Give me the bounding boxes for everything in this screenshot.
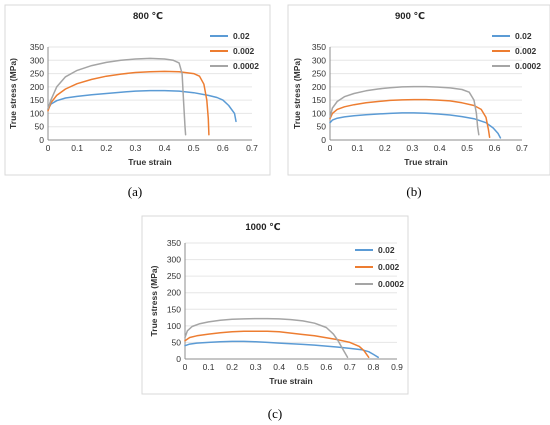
legend-label: 0.02 (233, 31, 250, 41)
y-tick-label: 0 (321, 135, 326, 145)
series-line-0_0002 (47, 57, 187, 136)
x-tick-label: 0.7 (516, 143, 528, 153)
legend-label: 0.0002 (233, 61, 259, 71)
x-tick-label: 0.8 (368, 362, 380, 372)
legend-label: 0.002 (233, 46, 255, 56)
chart-title: 1000 ℃ (245, 222, 280, 233)
x-tick-label: 0.4 (159, 143, 171, 153)
x-tick-label: 0.6 (217, 143, 229, 153)
y-tick-label: 250 (30, 69, 44, 79)
y-tick-label: 200 (30, 82, 44, 92)
x-axis-title: True strain (128, 157, 171, 167)
x-tick-label: 0.3 (130, 143, 142, 153)
series-line-0_002 (184, 330, 370, 359)
y-tick-label: 350 (167, 238, 181, 248)
y-tick-label: 100 (167, 321, 181, 331)
panel-caption: (b) (406, 184, 421, 199)
x-axis-title: True strain (404, 157, 447, 167)
series-line-0_02 (329, 112, 502, 139)
x-tick-label: 0.6 (320, 362, 332, 372)
x-tick-label: 0.2 (379, 143, 391, 153)
y-axis-title: True stress (MPa) (149, 265, 159, 336)
legend-label: 0.0002 (515, 61, 541, 71)
x-tick-label: 0.1 (71, 143, 83, 153)
x-tick-label: 0.7 (344, 362, 356, 372)
chart-panel-1: 0 50 100 150 200 250 300 350 0 0.1 0.2 0.3 0.4 0.5 0.6… (4, 4, 271, 199)
legend-label: 0.002 (515, 46, 537, 56)
x-tick-label: 0 (183, 362, 188, 372)
y-tick-label: 350 (30, 42, 44, 52)
x-tick-label: 0.5 (188, 143, 200, 153)
y-tick-label: 350 (312, 42, 326, 52)
y-tick-label: 0 (176, 354, 181, 364)
y-tick-label: 150 (30, 95, 44, 105)
y-tick-label: 250 (167, 271, 181, 281)
y-tick-label: 150 (167, 304, 181, 314)
y-tick-label: 300 (167, 255, 181, 265)
x-tick-label: 0.5 (297, 362, 309, 372)
series-line-0_02 (47, 89, 237, 123)
y-tick-label: 50 (317, 122, 327, 132)
x-tick-label: 0.1 (352, 143, 364, 153)
x-tick-label: 0.4 (273, 362, 285, 372)
panel-caption: (c) (268, 406, 282, 421)
chart-panel-2: 0 50 100 150 200 250 300 350 0 0.1 0.2 0.3 0.4 0.5 0.6… (287, 4, 550, 199)
x-tick-label: 0.3 (406, 143, 418, 153)
y-axis-title: True stress (MPa) (8, 58, 18, 129)
x-tick-label: 0.2 (226, 362, 238, 372)
x-tick-label: 0.2 (100, 143, 112, 153)
series-line-0_0002 (184, 317, 349, 359)
y-tick-label: 50 (35, 122, 45, 132)
panel-caption: (a) (128, 184, 142, 199)
y-tick-label: 200 (167, 288, 181, 298)
x-tick-label: 0.5 (461, 143, 473, 153)
y-tick-label: 50 (172, 337, 182, 347)
y-tick-label: 250 (312, 69, 326, 79)
x-tick-label: 0.6 (489, 143, 501, 153)
series-line-0_002 (329, 98, 491, 139)
legend-label: 0.002 (378, 262, 400, 272)
series-line-0_02 (184, 340, 379, 359)
x-tick-label: 0.4 (434, 143, 446, 153)
x-tick-label: 0.7 (246, 143, 258, 153)
chart-title: 900 ℃ (395, 11, 425, 22)
y-tick-label: 300 (312, 55, 326, 65)
y-tick-label: 100 (30, 108, 44, 118)
y-axis-title: True stress (MPa) (292, 58, 302, 129)
y-tick-label: 100 (312, 108, 326, 118)
y-tick-label: 200 (312, 82, 326, 92)
y-tick-label: 150 (312, 95, 326, 105)
chart-frame (141, 215, 409, 395)
x-axis-title: True strain (269, 376, 312, 386)
x-tick-label: 0.9 (391, 362, 403, 372)
series-line-0_002 (47, 70, 210, 136)
x-tick-label: 0 (328, 143, 333, 153)
chart-panel-3: 0 50 100 150 200 250 300 350 0 0.1 0.2 0.3 0.4 0.5 0.6… (141, 215, 409, 421)
series-line-0_0002 (329, 85, 480, 136)
y-tick-label: 0 (39, 135, 44, 145)
chart-frame (4, 4, 271, 176)
y-tick-label: 300 (30, 55, 44, 65)
chart-title: 800 ℃ (133, 11, 163, 22)
x-tick-label: 0.1 (203, 362, 215, 372)
legend-label: 0.02 (515, 31, 532, 41)
legend-label: 0.0002 (378, 279, 404, 289)
chart-frame (287, 4, 550, 176)
x-tick-label: 0.3 (250, 362, 262, 372)
x-tick-label: 0 (46, 143, 51, 153)
legend-label: 0.02 (378, 245, 395, 255)
